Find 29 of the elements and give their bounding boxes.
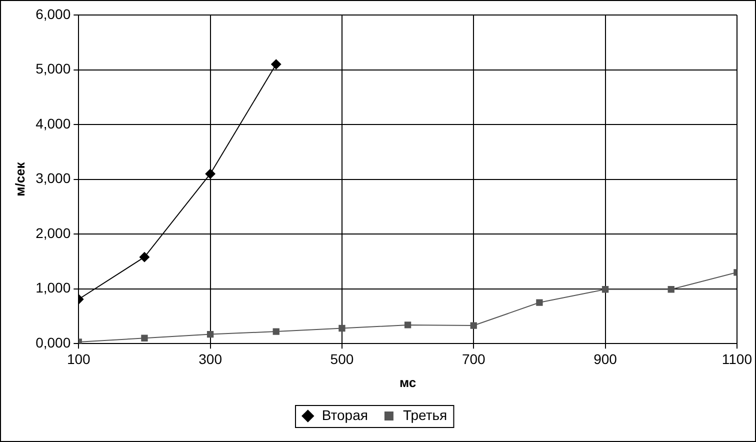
legend-label: Вторая: [322, 406, 368, 423]
x-axis-title: мс: [399, 374, 416, 390]
y-tick-label: 0,000: [36, 334, 71, 350]
point: [205, 168, 216, 179]
y-tick-label: 4,000: [36, 115, 71, 132]
point: [139, 252, 150, 262]
legend-label: Третья: [402, 406, 448, 423]
point: [271, 59, 282, 70]
x-tick-label: 100: [66, 350, 91, 367]
point: [338, 324, 346, 332]
y-axis-title: м/сек: [12, 162, 28, 196]
y-tick-label: 1,000: [36, 280, 71, 296]
point: [536, 299, 543, 306]
point: [470, 322, 477, 329]
point: [206, 330, 214, 338]
y-tick-label: 3,000: [36, 170, 71, 186]
x-tick-label: 500: [330, 350, 354, 367]
point: [272, 328, 280, 335]
y-tick-label: 5,000: [36, 60, 71, 77]
point: [141, 334, 148, 342]
y-tick-label: 6,000: [36, 6, 71, 22]
point: [602, 286, 609, 293]
x-tick-label: 300: [198, 350, 222, 367]
point: [668, 286, 674, 293]
x-tick-label: 900: [594, 350, 618, 367]
point: [404, 322, 412, 328]
x-tick-label: 700: [462, 350, 486, 367]
x-tick-label: 1100: [722, 350, 752, 367]
y-tick-label: 2,000: [36, 224, 71, 241]
